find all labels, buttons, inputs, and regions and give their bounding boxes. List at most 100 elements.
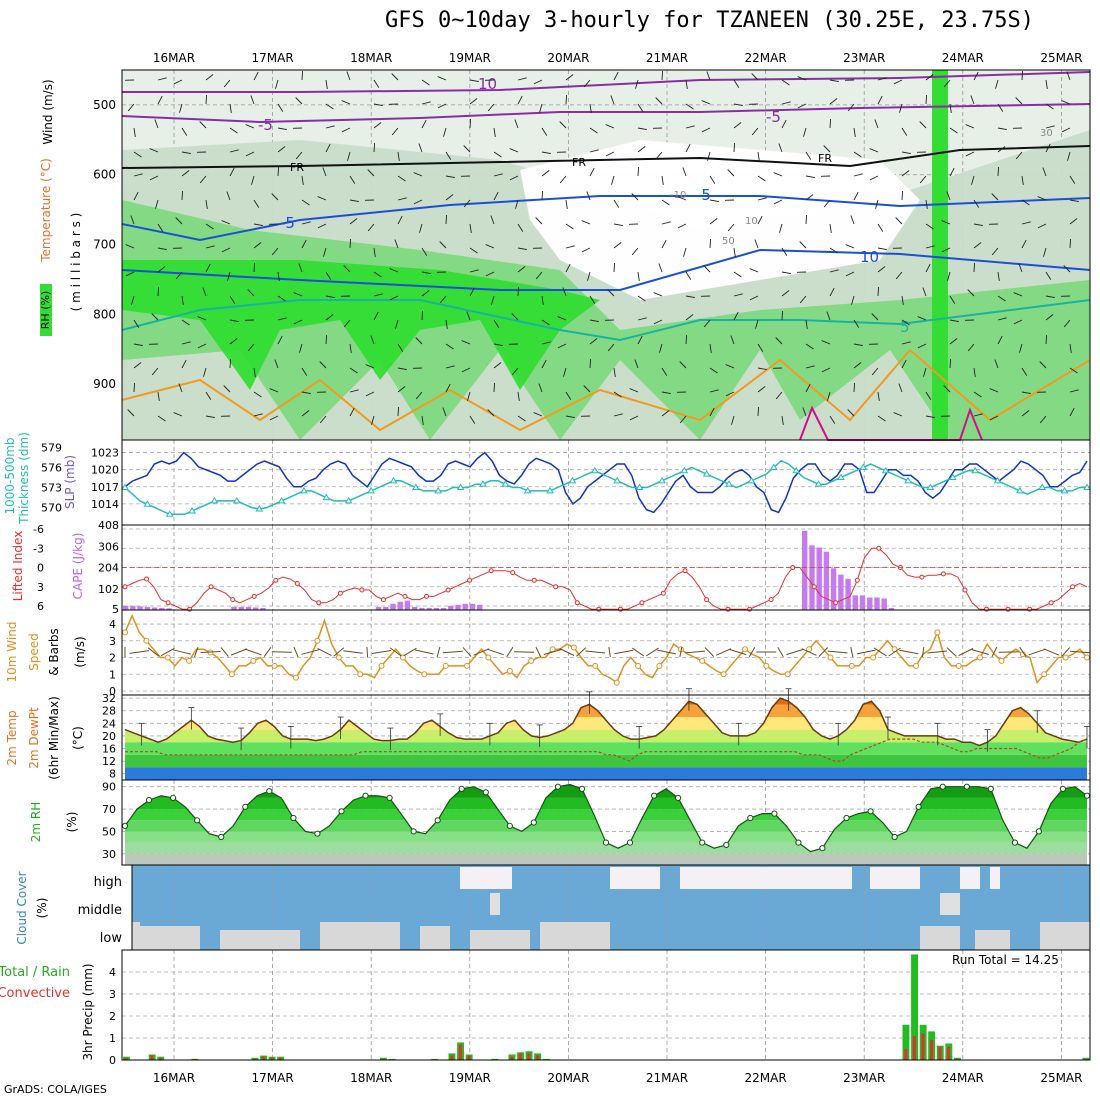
wind-barb: [1021, 221, 1031, 225]
wind-barb: [565, 74, 574, 81]
thickness-line-marker: [165, 510, 174, 517]
wind-barb: [661, 221, 671, 225]
wind-barb: [1069, 238, 1072, 249]
contour-label: 50: [722, 236, 735, 247]
wind-barb: [421, 271, 431, 275]
wind-barb: [469, 269, 479, 273]
wind-barb-10m: [971, 649, 989, 655]
wind-barb-10m: [317, 647, 332, 657]
precip-axis-label: 3hr Precip (mm): [81, 963, 95, 1060]
cloud-high-gap: [470, 867, 490, 889]
wind-barb: [709, 407, 715, 417]
contour-label: -5: [766, 108, 781, 126]
wind-barb: [799, 295, 807, 304]
wind-barb-10m: [777, 646, 784, 658]
wind-barb: [997, 335, 1003, 345]
wind-barb: [125, 244, 135, 249]
precip-convective-bar: [450, 1055, 454, 1060]
wind-barb-10m: [403, 647, 417, 657]
wind-barb: [226, 191, 231, 201]
lifted-index-marker: [359, 587, 365, 593]
wind-barb: [511, 367, 519, 376]
wind-barb: [757, 197, 767, 201]
wind-barb: [491, 295, 495, 305]
wind-barb: [301, 199, 310, 206]
wind-barb: [925, 245, 935, 249]
wind-barb: [1013, 292, 1023, 297]
wind-barb-10m: [801, 648, 817, 656]
wind-barb: [949, 127, 958, 134]
thickness-line-marker: [255, 504, 264, 512]
lifted-index-marker: [316, 600, 322, 606]
day-label-bottom: 25MAR: [1040, 1071, 1082, 1085]
wind-barb: [253, 71, 259, 81]
lifted-index-marker: [165, 600, 171, 606]
thickness-line-marker: [188, 506, 196, 514]
thickness-tick-label: 573: [41, 482, 62, 495]
thickness-line-marker: [456, 483, 465, 491]
precip-convective-bar: [938, 1046, 942, 1060]
wind-barb: [245, 151, 255, 157]
lifted-index-marker: [230, 597, 236, 603]
cloud-high-gap: [960, 867, 980, 889]
wind-barb: [349, 218, 358, 225]
wind-barb-10m: [473, 648, 490, 656]
wind-barb: [229, 358, 232, 369]
wind-barb: [869, 148, 879, 153]
wind-barb: [421, 415, 424, 425]
lifted-index-marker: [811, 584, 817, 590]
precip-convective-bar: [278, 1057, 282, 1060]
day-label-top: 25MAR: [1040, 51, 1082, 65]
wind-barb: [157, 95, 163, 105]
wind-barb: [733, 122, 742, 129]
wind-barb: [707, 151, 711, 161]
wind-barb: [685, 79, 688, 89]
wind-barb: [613, 367, 616, 377]
wind-barb: [1037, 223, 1047, 229]
wind-barb: [223, 385, 231, 393]
wind-barb: [565, 199, 568, 209]
wind-barb: [853, 173, 863, 177]
rh2m-marker: [819, 845, 826, 852]
wind-barb: [779, 223, 783, 233]
precip-convective-bar: [904, 1049, 908, 1060]
wind-barb: [373, 103, 383, 107]
cape-bar: [809, 545, 815, 610]
wind-barb: [493, 127, 496, 137]
wind-speed-line-marker: [228, 671, 235, 678]
wind-speed-line-marker: [592, 662, 599, 669]
wind-barb-10m: [129, 650, 149, 654]
wind-barb: [703, 319, 711, 328]
wind-barb-10m: [543, 649, 562, 655]
wind-barb: [805, 383, 811, 393]
wind-barb: [373, 293, 383, 297]
day-label-bottom: 16MAR: [153, 1071, 195, 1085]
cape-bar: [440, 607, 447, 610]
wind-barb: [877, 95, 883, 105]
wind-barb: [949, 338, 958, 345]
wind-barb: [1021, 391, 1031, 395]
cape-bar: [419, 607, 425, 610]
cape-bar: [130, 605, 136, 610]
isotherm-line: [121, 103, 1091, 124]
rh2m-tick-label: 50: [102, 825, 116, 838]
lifted-index-marker: [596, 606, 602, 612]
wind-barb: [877, 266, 886, 273]
lifted-index-marker: [380, 597, 386, 603]
wind-barb: [151, 367, 159, 376]
wind-speed-line-marker: [763, 662, 770, 669]
thickness-line-marker: [881, 466, 890, 474]
cape-bar: [260, 607, 266, 610]
precip-convective-bar: [124, 1057, 128, 1060]
precip-convective-bar: [150, 1055, 154, 1060]
cape-tick-label: 5: [112, 603, 119, 616]
wind-barb-10m: [371, 650, 392, 654]
wind-barb: [277, 295, 286, 302]
cloud-mid-patch: [940, 893, 960, 915]
wind-barb: [733, 247, 736, 257]
wind-barb: [535, 217, 543, 225]
rh-band: [520, 140, 920, 300]
thickness-line-marker: [479, 480, 487, 487]
wind-barb: [829, 415, 836, 424]
wind-barb-10m: [1028, 648, 1046, 656]
